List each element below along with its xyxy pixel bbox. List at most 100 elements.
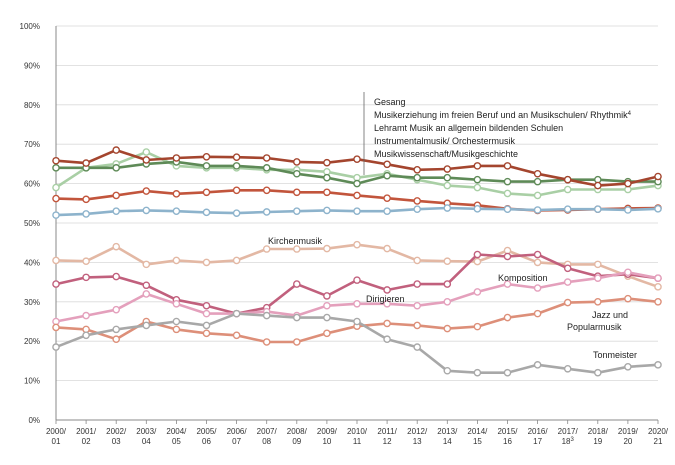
data-point [142, 187, 151, 195]
x-tick-label-year: 2005/ [196, 427, 217, 436]
data-point [202, 258, 211, 267]
data-point [353, 276, 361, 284]
data-point [232, 162, 241, 170]
data-point [533, 284, 542, 292]
data-point [172, 299, 181, 308]
data-point [262, 311, 271, 320]
data-point [473, 175, 482, 184]
x-tick-label-year: 2003/ [136, 427, 157, 436]
y-tick-label: 50% [24, 219, 40, 228]
data-point [292, 245, 301, 253]
data-point [323, 292, 331, 300]
data-point [533, 309, 542, 318]
x-tick-label-term: 05 [172, 437, 181, 446]
data-point [443, 173, 452, 182]
data-point [112, 146, 120, 154]
data-point [82, 311, 90, 320]
data-point [292, 338, 301, 346]
data-point [172, 207, 181, 215]
data-point [353, 317, 361, 326]
data-point [594, 205, 602, 214]
data-point [262, 245, 271, 253]
data-point [262, 164, 271, 172]
data-point [473, 257, 482, 266]
annotation-dirigieren: Dirigieren [366, 294, 405, 304]
data-point [624, 294, 632, 303]
data-point [563, 205, 572, 214]
annotation-tonmeister: Tonmeister [593, 350, 637, 360]
data-point [323, 244, 331, 253]
data-point [52, 183, 60, 192]
y-tick-label: 90% [24, 61, 40, 70]
data-point [383, 160, 391, 169]
data-point [473, 183, 482, 192]
data-point [232, 153, 241, 162]
x-tick-label-term: 20 [623, 437, 632, 446]
data-point [142, 260, 151, 269]
x-tick-label-term: 16 [503, 437, 512, 446]
data-point [262, 208, 271, 216]
data-point [82, 210, 90, 218]
data-point [594, 297, 602, 306]
data-point [443, 297, 452, 306]
data-point [172, 154, 181, 162]
data-point [323, 188, 331, 197]
x-tick-label-term: 17 [533, 437, 542, 446]
data-point [202, 309, 211, 318]
x-tick-label-term: 06 [202, 437, 211, 446]
data-point [654, 283, 662, 291]
data-point [503, 252, 512, 261]
data-point [563, 185, 572, 194]
data-point [383, 207, 391, 215]
data-point [323, 206, 331, 215]
data-point [594, 368, 602, 377]
data-point [52, 256, 60, 265]
data-point [443, 204, 452, 212]
data-point [323, 329, 331, 338]
x-tick-label-term: 15 [473, 437, 482, 446]
data-point [232, 186, 241, 195]
data-point [473, 368, 482, 377]
x-tick-label-term: 07 [232, 437, 241, 446]
x-tick-label-term: 02 [82, 437, 91, 446]
data-point [654, 361, 662, 369]
x-tick-label-year: 2014/ [467, 427, 488, 436]
x-tick-label-term: 11 [353, 437, 362, 446]
series-annotations: Kirchenmusik Dirigieren Komposition Jazz… [268, 236, 637, 360]
data-point [413, 301, 422, 310]
data-point [383, 194, 391, 202]
data-point [503, 162, 512, 170]
x-axis: 2000/01 2001/02 2002/03 2003/04 2004/05 2005/… [46, 420, 669, 446]
data-point [142, 206, 151, 215]
data-point [353, 179, 361, 188]
data-point [533, 191, 542, 200]
data-point [413, 280, 422, 288]
data-point [383, 335, 391, 344]
x-tick-label-year: 2010/ [347, 427, 368, 436]
data-point [443, 280, 452, 288]
data-point [353, 240, 361, 249]
data-point [443, 324, 452, 333]
data-point [82, 257, 90, 266]
x-tick-label-year: 2015/ [497, 427, 518, 436]
data-point [563, 364, 572, 373]
y-axis: 0% 10% 20% 30% 40% 50% 60% 70% 80% 90% 100% [20, 22, 57, 425]
data-point [323, 313, 331, 322]
data-point [52, 194, 60, 203]
data-point [202, 162, 211, 170]
x-tick-label-term: 19 [593, 437, 602, 446]
x-tick-label-year: 2013/ [437, 427, 458, 436]
x-tick-label-term: 13 [413, 437, 422, 446]
data-point [563, 175, 572, 184]
x-tick-label-term: 21 [654, 437, 663, 446]
data-point [563, 278, 572, 286]
data-point [624, 206, 632, 214]
data-point [383, 171, 391, 180]
data-point [383, 286, 391, 294]
data-point [112, 207, 120, 215]
legend-entry-musikwissenschaft: Musikwissenschaft/Musikgeschichte [374, 149, 518, 159]
data-point [473, 250, 482, 259]
data-point [292, 158, 301, 166]
data-point [353, 191, 361, 200]
data-point [82, 159, 90, 167]
